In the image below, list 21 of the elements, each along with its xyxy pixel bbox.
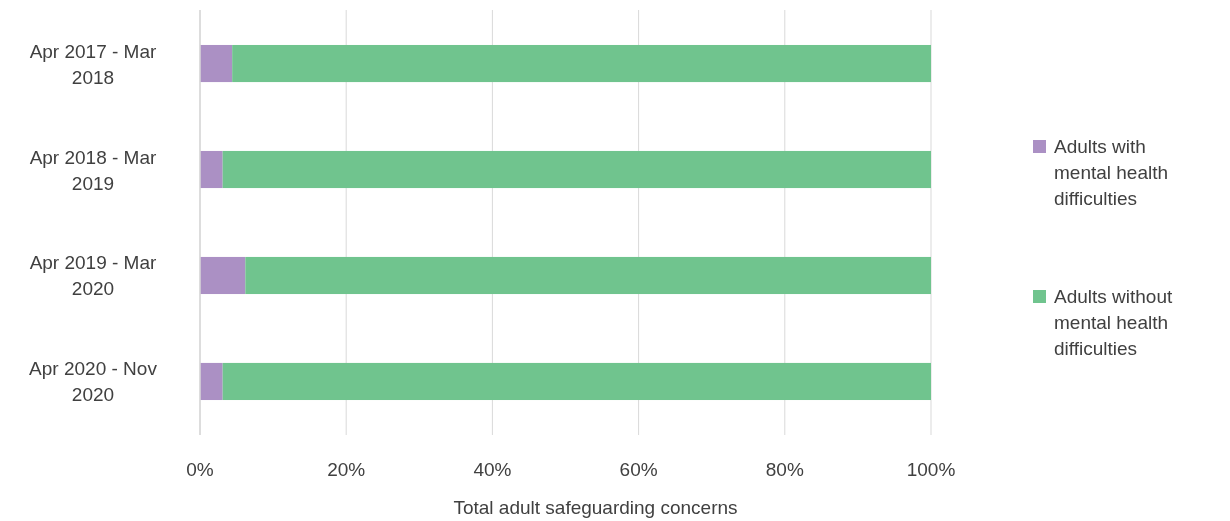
bar: [222, 362, 931, 401]
y-tick-label: Apr 2019 - Mar 2020: [29, 252, 158, 300]
y-tick-label: Apr 2018 - Mar 2019: [29, 146, 158, 194]
x-tick-label: 60%: [619, 459, 658, 480]
x-tick-label: 40%: [473, 459, 512, 480]
y-tick-label: Apr 2017 - Mar 2018: [29, 40, 158, 88]
x-axis-title: Total adult safeguarding concerns: [453, 497, 738, 518]
bar: [200, 362, 223, 401]
x-tick-label: 20%: [327, 459, 366, 480]
x-tick-label: 80%: [765, 459, 804, 480]
y-tick-label: Apr 2020 - Nov 2020: [29, 358, 158, 406]
x-tick-label: 100%: [906, 459, 956, 480]
bar: [245, 256, 931, 295]
x-tick-label: 0%: [186, 459, 214, 480]
bar: [232, 44, 931, 83]
legend-label: Adults without mental health difficulties: [1054, 286, 1174, 359]
bar: [222, 150, 931, 189]
bar: [200, 256, 246, 295]
bar: [200, 150, 223, 189]
legend-label: Adults with mental health difficulties: [1054, 136, 1169, 209]
bar: [200, 44, 233, 83]
